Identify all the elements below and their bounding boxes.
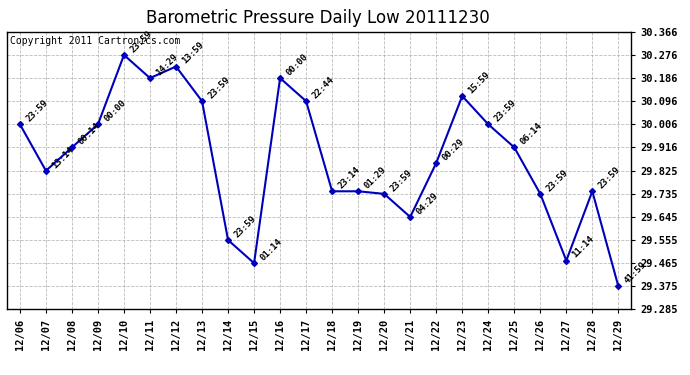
Text: 23:59: 23:59 — [24, 98, 50, 123]
Text: Copyright 2011 Cartronics.com: Copyright 2011 Cartronics.com — [10, 36, 180, 46]
Text: 23:59: 23:59 — [493, 98, 518, 123]
Text: 23:59: 23:59 — [128, 29, 153, 54]
Text: 00:29: 00:29 — [440, 137, 466, 162]
Text: 23:59: 23:59 — [233, 214, 257, 239]
Text: 23:14: 23:14 — [336, 165, 362, 190]
Text: 41:59: 41:59 — [622, 260, 648, 285]
Text: 15:59: 15:59 — [466, 70, 492, 95]
Text: 00:14: 00:14 — [76, 121, 101, 147]
Text: 22:44: 22:44 — [310, 75, 335, 100]
Text: 06:14: 06:14 — [518, 121, 544, 147]
Text: 14:29: 14:29 — [154, 52, 179, 77]
Text: Barometric Pressure Daily Low 20111230: Barometric Pressure Daily Low 20111230 — [146, 9, 489, 27]
Text: 01:14: 01:14 — [258, 237, 284, 262]
Text: 00:00: 00:00 — [284, 52, 310, 77]
Text: 23:59: 23:59 — [596, 165, 622, 190]
Text: 04:29: 04:29 — [415, 191, 440, 216]
Text: 13:14: 13:14 — [50, 145, 75, 170]
Text: 23:59: 23:59 — [206, 75, 232, 100]
Text: 11:14: 11:14 — [571, 234, 596, 260]
Text: 23:59: 23:59 — [388, 168, 414, 193]
Text: 23:59: 23:59 — [544, 168, 570, 193]
Text: 01:29: 01:29 — [362, 165, 388, 190]
Text: 13:59: 13:59 — [180, 40, 206, 66]
Text: 00:00: 00:00 — [102, 98, 128, 123]
